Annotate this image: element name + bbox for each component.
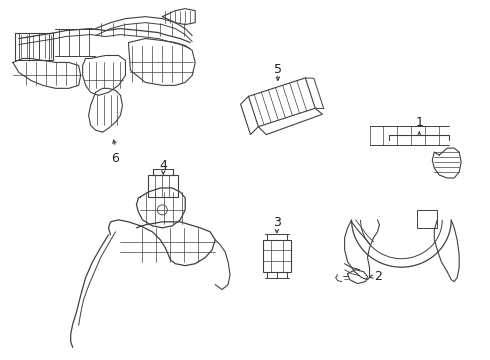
Text: 5: 5 xyxy=(274,63,282,76)
Text: 6: 6 xyxy=(112,152,120,165)
Text: 3: 3 xyxy=(273,216,281,229)
Text: 4: 4 xyxy=(159,158,167,172)
Text: 2: 2 xyxy=(374,270,382,283)
Bar xyxy=(263,240,291,272)
Bar xyxy=(417,210,437,228)
Text: 1: 1 xyxy=(416,116,423,129)
Bar xyxy=(148,175,178,197)
